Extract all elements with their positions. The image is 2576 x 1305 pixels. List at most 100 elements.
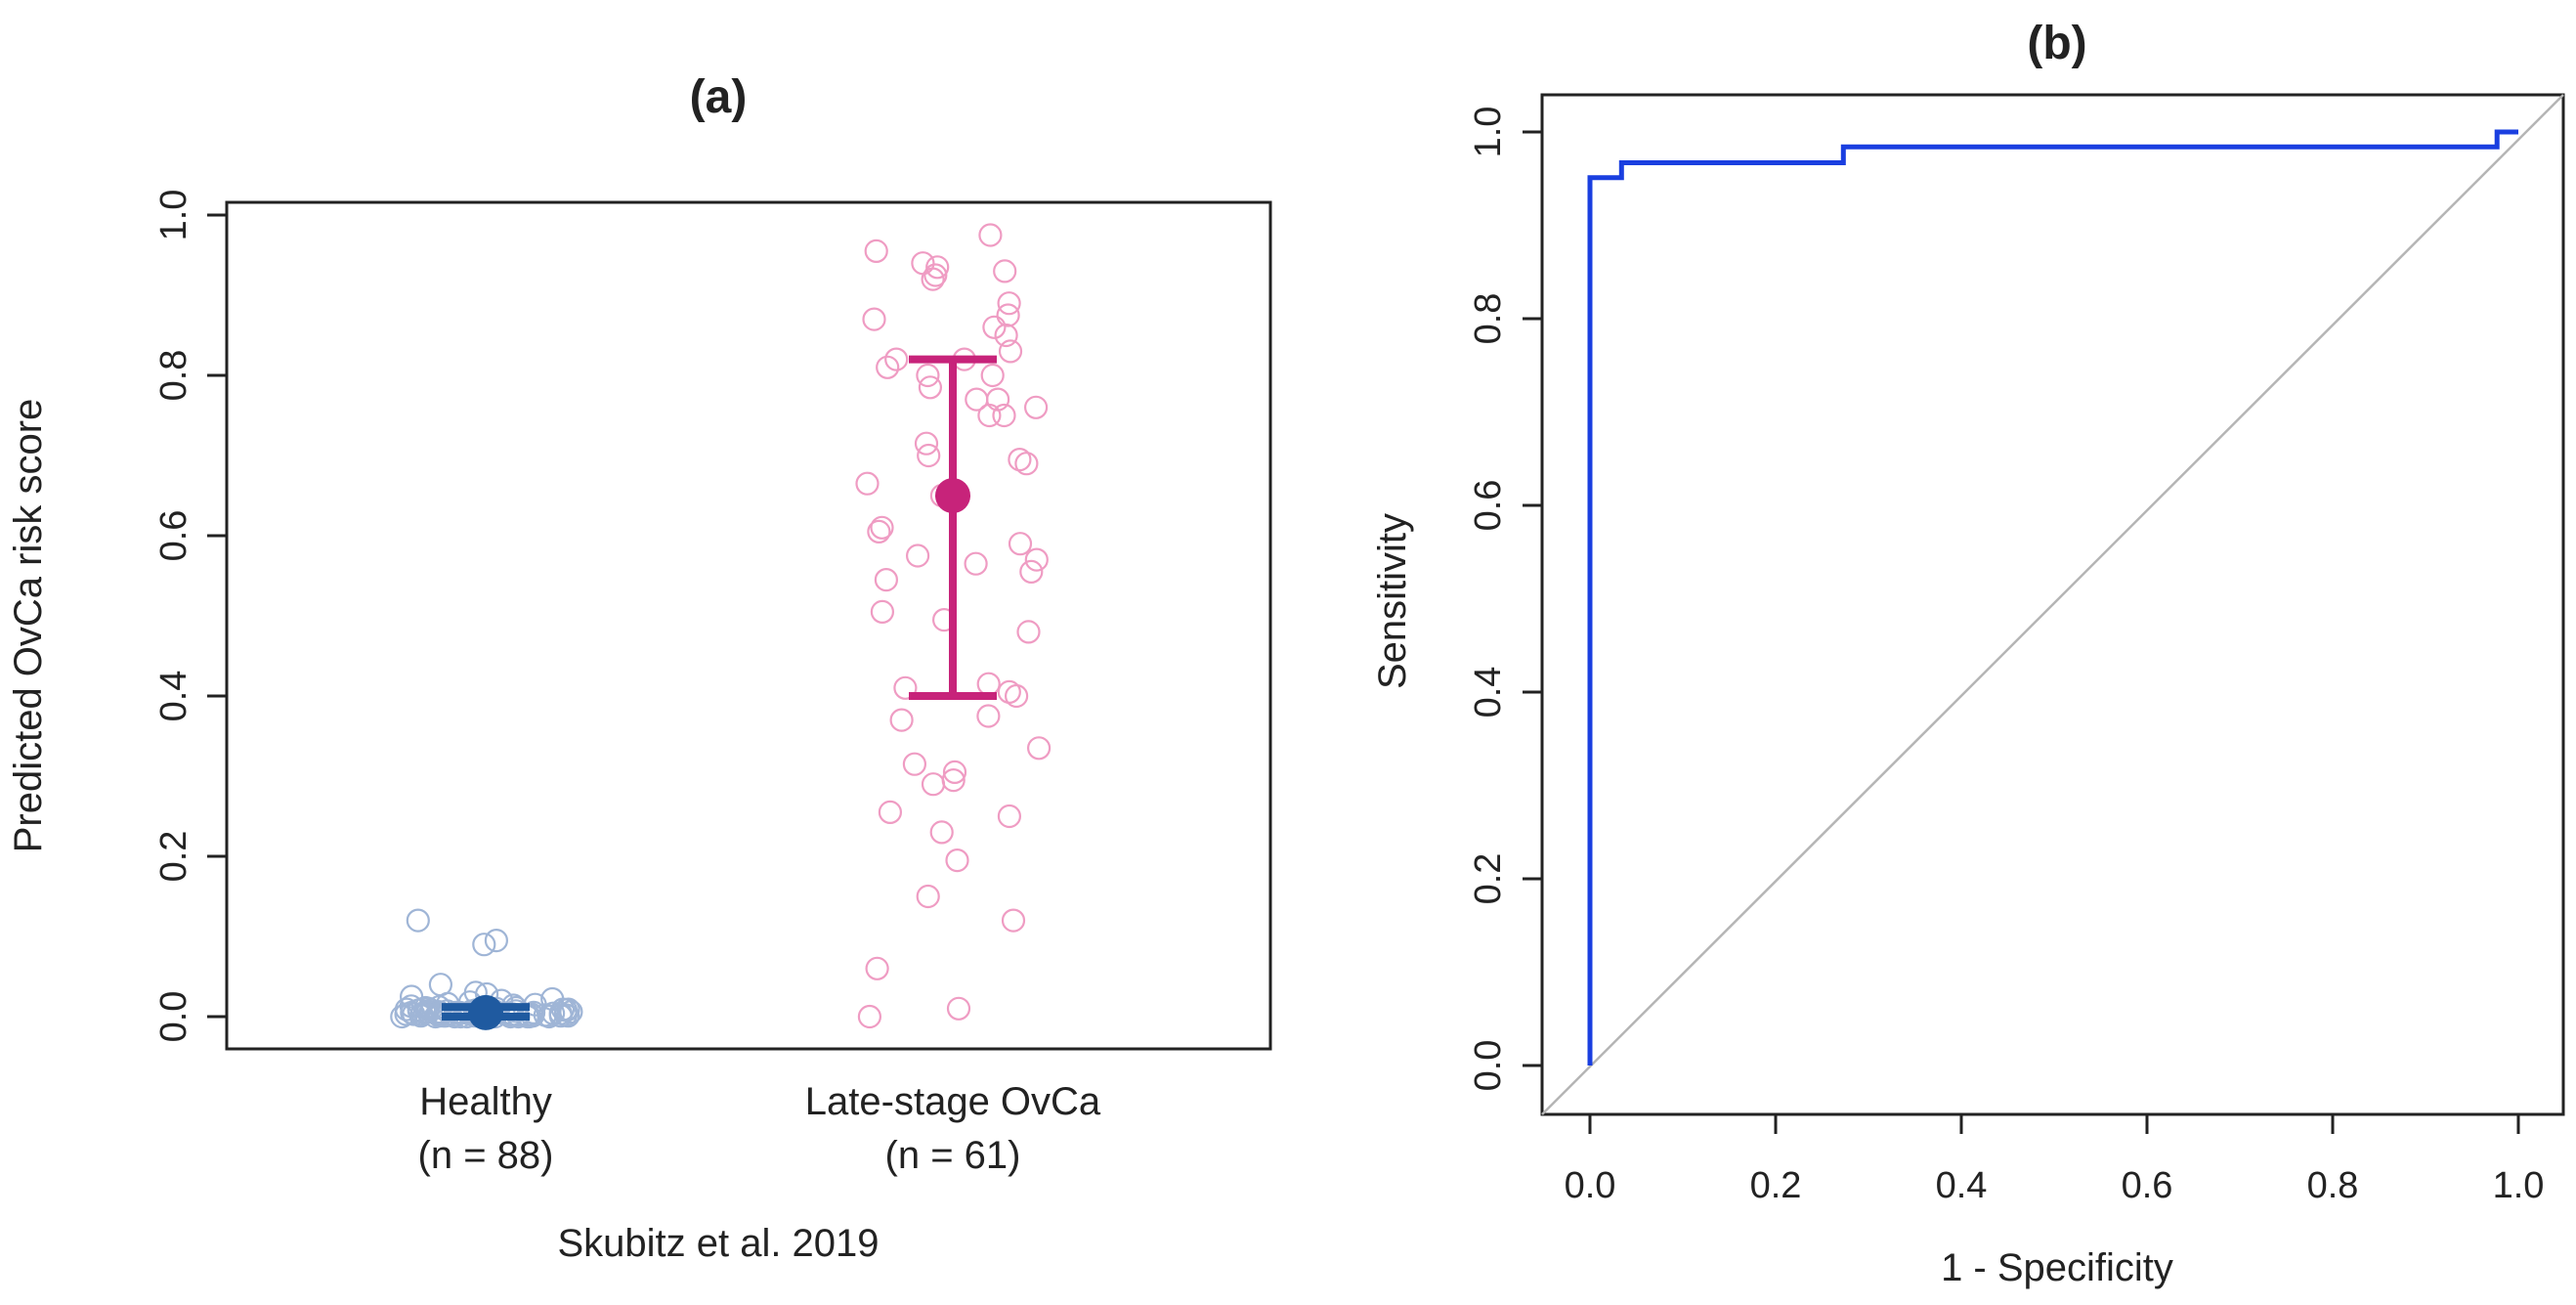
panel-a-point bbox=[864, 239, 888, 263]
panel-a-point bbox=[918, 375, 943, 400]
panel-a-point bbox=[862, 307, 886, 331]
panel-a-point bbox=[1026, 736, 1052, 761]
panel-a-point bbox=[911, 251, 935, 276]
panel-a-point bbox=[893, 675, 918, 700]
panel-b-x-tick-label: 0.4 bbox=[1936, 1165, 1988, 1206]
panel-a-point bbox=[905, 544, 930, 568]
panel-a-summary bbox=[442, 355, 997, 1030]
panel-a-point bbox=[978, 223, 1003, 247]
panel-b-plot-frame bbox=[1540, 93, 2565, 1116]
panel-a-point bbox=[857, 1004, 882, 1029]
panel-a-point bbox=[997, 291, 1021, 316]
panel-a-point bbox=[982, 315, 1007, 339]
panel-b-y-tick-label: 0.2 bbox=[1468, 853, 1509, 905]
panel-a-point bbox=[998, 339, 1023, 364]
panel-a-mean-point bbox=[935, 478, 970, 513]
panel-a-point bbox=[921, 267, 945, 291]
panel-a-y-tick-label: 0.2 bbox=[153, 831, 194, 883]
panel-a-y-label: Predicted OvCa risk score bbox=[7, 399, 50, 853]
panel-b-x-axis: 0.0 0.2 0.4 0.6 0.8 1.0 bbox=[1565, 1114, 2545, 1206]
panel-a-point bbox=[874, 567, 899, 592]
panel-a-point bbox=[916, 363, 940, 388]
panel-a-point bbox=[1019, 559, 1044, 585]
panel-a-point bbox=[484, 928, 508, 953]
panel-a-point bbox=[867, 519, 891, 544]
panel-a-point bbox=[921, 772, 946, 797]
panel-a-point bbox=[855, 471, 880, 496]
panel-a-point bbox=[1008, 532, 1033, 556]
panel-b-y-tick-label: 0.6 bbox=[1468, 480, 1509, 532]
panel-a-point bbox=[994, 323, 1018, 348]
panel-b-title: (b) bbox=[2027, 18, 2086, 69]
panel-a-y-tick-label: 0.4 bbox=[153, 671, 194, 722]
panel-a-point bbox=[996, 303, 1020, 327]
panel-a-point bbox=[976, 672, 1001, 696]
panel-b-y-axis: 0.0 0.2 0.4 0.6 0.8 1.0 bbox=[1468, 107, 1542, 1092]
panel-b-x-tick-label: 0.0 bbox=[1565, 1165, 1616, 1206]
panel-a-plot-frame bbox=[225, 200, 1272, 1051]
panel-a-point bbox=[914, 431, 939, 456]
panel-a-point bbox=[942, 760, 967, 785]
panel-a-point bbox=[884, 347, 909, 371]
panel-b-x-tick-label: 0.2 bbox=[1750, 1165, 1802, 1206]
panel-a-y-tick-label: 0.8 bbox=[153, 350, 194, 402]
panel-a-point bbox=[976, 704, 1001, 728]
panel-b-y-label: Sensitivity bbox=[1371, 513, 1414, 689]
panel-a-y-axis: 0.0 0.2 0.4 0.6 0.8 1.0 bbox=[153, 190, 227, 1043]
group-healthy-count: (n = 88) bbox=[418, 1134, 554, 1177]
panel-b-x-tick-label: 0.6 bbox=[2122, 1165, 2173, 1206]
panel-a-point bbox=[406, 908, 430, 933]
panel-b-x-tick-label: 1.0 bbox=[2493, 1165, 2545, 1206]
panel-a-point bbox=[980, 363, 1005, 388]
panel-a-point bbox=[390, 1004, 414, 1029]
panel-a-title: (a) bbox=[690, 71, 748, 123]
panel-a-point bbox=[917, 443, 941, 468]
panel-a-point bbox=[902, 752, 927, 776]
reference-diagonal-line bbox=[1541, 94, 2564, 1115]
panel-a-point bbox=[992, 403, 1016, 428]
panel-a-x-label: Skubitz et al. 2019 bbox=[557, 1222, 879, 1265]
group-healthy-label: Healthy bbox=[419, 1080, 552, 1123]
panel-a-point bbox=[997, 804, 1022, 829]
panel-a-point bbox=[408, 1004, 433, 1028]
panel-a-point bbox=[876, 355, 900, 379]
panel-a-point bbox=[472, 933, 496, 957]
panel-b: (b) 0.0 0.2 0.4 0.6 0.8 1.0 0.0 0.2 0.4 0.6 0.8 1.… bbox=[1371, 18, 2565, 1289]
group-ovca-label: Late-stage OvCa bbox=[805, 1080, 1101, 1123]
panel-a-point bbox=[925, 255, 950, 280]
panel-a-point bbox=[870, 515, 894, 540]
panel-a-mean-point bbox=[468, 994, 503, 1030]
panel-b-y-tick-label: 0.0 bbox=[1468, 1040, 1509, 1092]
panel-a: (a) 0.0 0.2 0.4 0.6 0.8 1.0 Predicted OvCa ri… bbox=[7, 71, 1272, 1265]
panel-a-y-tick-label: 0.0 bbox=[153, 991, 194, 1043]
panel-a-point bbox=[1016, 620, 1041, 644]
panel-a-point bbox=[1008, 448, 1032, 472]
panel-a-point bbox=[1014, 452, 1039, 476]
panel-a-point bbox=[946, 996, 971, 1021]
panel-a-point bbox=[865, 956, 889, 980]
panel-a-y-tick-label: 1.0 bbox=[153, 190, 194, 241]
panel-b-y-tick-label: 0.4 bbox=[1468, 667, 1509, 718]
panel-a-point bbox=[870, 599, 895, 625]
panel-a-point bbox=[889, 708, 914, 732]
panel-a-point bbox=[964, 551, 988, 576]
panel-b-lines bbox=[1541, 94, 2564, 1115]
panel-a-point bbox=[923, 263, 948, 287]
panel-a-point bbox=[559, 999, 583, 1024]
panel-a-point bbox=[1024, 547, 1049, 572]
panel-a-point bbox=[993, 259, 1017, 283]
panel-a-point bbox=[977, 403, 1002, 428]
panel-b-y-tick-label: 1.0 bbox=[1468, 107, 1509, 158]
panel-a-point bbox=[1004, 683, 1029, 709]
panel-a-point bbox=[916, 884, 940, 909]
roc-curve bbox=[1587, 129, 2518, 1066]
panel-b-x-label: 1 - Specificity bbox=[1941, 1246, 2173, 1289]
panel-a-point bbox=[929, 820, 954, 845]
panel-a-point bbox=[1001, 908, 1026, 933]
panel-a-point bbox=[548, 1004, 573, 1028]
panel-a-point bbox=[878, 800, 903, 825]
panel-a-point bbox=[394, 1002, 418, 1026]
panel-b-x-tick-label: 0.8 bbox=[2307, 1165, 2359, 1206]
panel-a-y-tick-label: 0.6 bbox=[153, 510, 194, 562]
